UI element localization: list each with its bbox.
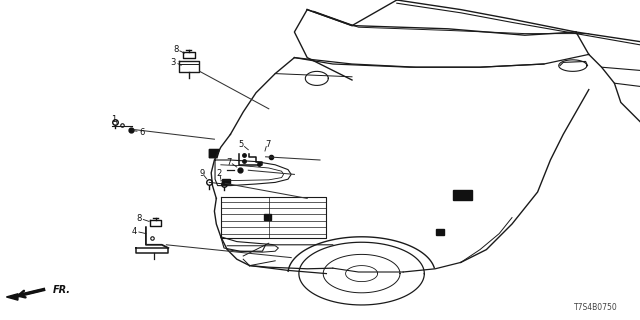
Polygon shape (209, 149, 220, 158)
Text: FR.: FR. (52, 284, 70, 295)
Text: 8: 8 (173, 45, 179, 54)
Text: T7S4B0750: T7S4B0750 (574, 303, 618, 312)
Text: 5: 5 (239, 140, 244, 149)
Polygon shape (6, 294, 18, 300)
Text: 4: 4 (132, 227, 137, 236)
Text: 3: 3 (170, 58, 175, 67)
Polygon shape (264, 214, 271, 220)
Text: 7: 7 (265, 140, 270, 149)
Text: 8: 8 (137, 214, 142, 223)
Text: 9: 9 (200, 169, 205, 178)
Polygon shape (222, 179, 230, 184)
Text: 2: 2 (216, 169, 221, 178)
Text: 7: 7 (227, 158, 232, 167)
Text: 6: 6 (140, 128, 145, 137)
Polygon shape (436, 229, 444, 235)
Polygon shape (453, 190, 472, 200)
Text: 1: 1 (111, 115, 116, 124)
